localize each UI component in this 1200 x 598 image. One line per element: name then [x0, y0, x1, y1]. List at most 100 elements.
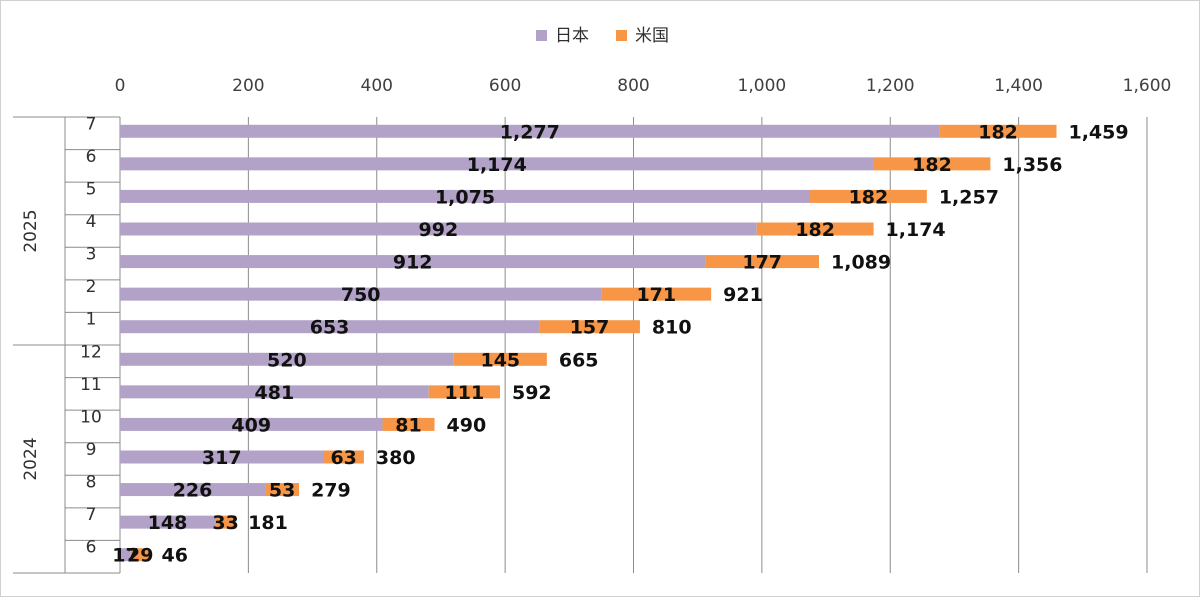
data-label-usa: 29	[127, 545, 153, 567]
data-label-total: 592	[512, 382, 552, 404]
bar-usa	[705, 255, 820, 269]
data-label-total: 380	[376, 447, 416, 469]
x-tick-label: 200	[232, 76, 264, 96]
bar-usa	[382, 417, 435, 431]
bar-japan	[120, 385, 429, 399]
legend-swatch-japan	[536, 30, 547, 41]
data-label-total: 810	[652, 317, 692, 339]
data-label-japan: 1,277	[500, 121, 560, 143]
month-label: 1	[86, 310, 97, 330]
month-label: 4	[86, 212, 97, 232]
month-label: 7	[86, 505, 97, 525]
bar-usa	[539, 320, 640, 334]
data-label-total: 1,089	[831, 252, 891, 274]
data-label-total: 1,356	[1002, 154, 1062, 176]
month-label: 7	[86, 114, 97, 134]
bar-japan	[120, 255, 706, 269]
x-tick-label: 400	[361, 76, 393, 96]
x-tick-label: 1,000	[738, 76, 787, 96]
data-label-total: 279	[311, 480, 351, 502]
data-label-japan: 1,075	[435, 186, 495, 208]
bar-usa	[453, 352, 547, 366]
x-tick-label: 600	[489, 76, 521, 96]
month-label: 6	[86, 147, 97, 167]
bar-japan	[120, 548, 131, 562]
data-label-usa: 182	[978, 121, 1018, 143]
data-label-usa: 53	[269, 480, 295, 502]
data-label-japan: 17	[112, 545, 138, 567]
data-label-total: 1,459	[1068, 121, 1128, 143]
x-tick-label: 1,400	[994, 76, 1043, 96]
bar-usa	[214, 515, 237, 529]
data-label-japan: 912	[393, 252, 433, 274]
x-tick-label: 1,600	[1123, 76, 1172, 96]
data-label-usa: 182	[795, 219, 835, 241]
bar-usa	[130, 548, 150, 562]
data-label-japan: 750	[341, 284, 381, 306]
data-label-japan: 226	[173, 480, 213, 502]
month-label: 6	[86, 538, 97, 558]
data-label-total: 46	[162, 545, 188, 567]
data-label-japan: 1,174	[467, 154, 527, 176]
data-label-usa: 171	[636, 284, 676, 306]
data-label-japan: 520	[267, 349, 307, 371]
bar-japan	[120, 124, 940, 138]
x-tick-label: 0	[115, 76, 126, 96]
bar-japan	[120, 287, 602, 301]
data-label-japan: 409	[231, 414, 271, 436]
bar-usa	[756, 222, 874, 236]
bar-usa	[323, 450, 364, 464]
bar-japan	[120, 450, 324, 464]
month-label: 8	[86, 473, 97, 493]
data-label-japan: 653	[310, 317, 350, 339]
data-label-japan: 481	[255, 382, 295, 404]
x-tick-label: 1,200	[866, 76, 915, 96]
month-label: 9	[86, 440, 97, 460]
bar-japan	[120, 417, 383, 431]
month-label: 11	[80, 375, 102, 395]
data-label-usa: 111	[445, 382, 485, 404]
data-label-total: 921	[723, 284, 763, 306]
month-label: 3	[86, 245, 97, 265]
legend-label-japan: 日本	[555, 26, 589, 46]
bar-japan	[120, 352, 454, 366]
bar-japan	[120, 515, 215, 529]
legend-swatch-usa	[616, 30, 627, 41]
legend-label-usa: 米国	[635, 26, 669, 46]
data-label-total: 490	[447, 414, 487, 436]
bar-japan	[120, 222, 757, 236]
data-label-usa: 145	[480, 349, 520, 371]
bar-usa	[939, 124, 1057, 138]
data-label-total: 665	[559, 349, 599, 371]
month-label: 5	[86, 179, 97, 199]
bar-japan	[120, 320, 540, 334]
data-label-japan: 992	[419, 219, 459, 241]
year-label: 2025	[21, 209, 41, 252]
month-label: 2	[86, 277, 97, 297]
data-label-usa: 81	[395, 414, 421, 436]
bar-japan	[120, 189, 811, 203]
data-label-total: 181	[248, 512, 288, 534]
data-label-usa: 182	[849, 186, 889, 208]
bar-japan	[120, 157, 874, 171]
data-label-usa: 157	[570, 317, 610, 339]
bar-usa	[428, 385, 500, 399]
bar-usa	[810, 189, 927, 203]
data-label-japan: 317	[202, 447, 242, 469]
bar-japan	[120, 483, 266, 497]
month-label: 10	[80, 407, 102, 427]
data-label-japan: 148	[148, 512, 188, 534]
bar-usa	[601, 287, 712, 301]
data-label-total: 1,257	[939, 186, 999, 208]
year-label: 2024	[21, 437, 41, 480]
data-label-usa: 182	[912, 154, 952, 176]
month-label: 12	[80, 342, 102, 362]
data-label-usa: 177	[742, 252, 782, 274]
x-tick-label: 800	[617, 76, 649, 96]
data-label-usa: 63	[330, 447, 356, 469]
bar-usa	[265, 483, 300, 497]
bar-usa	[873, 157, 991, 171]
data-label-usa: 33	[212, 512, 238, 534]
